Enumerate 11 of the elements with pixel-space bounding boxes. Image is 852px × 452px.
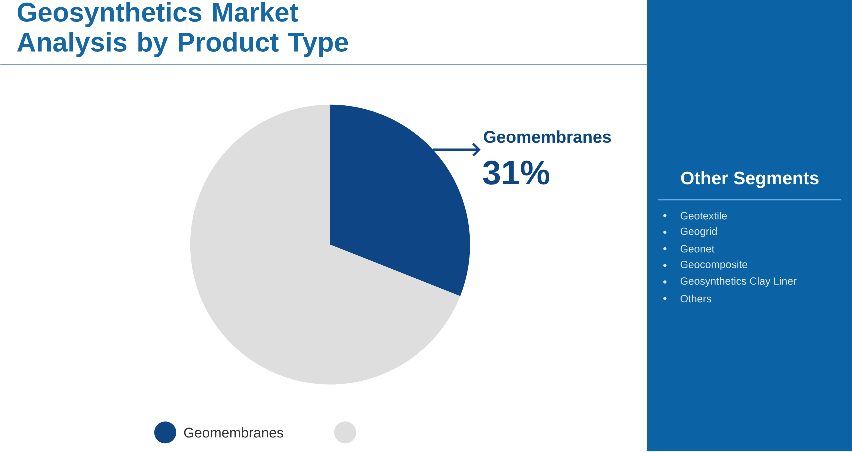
- legend-label: Geomembranes: [184, 428, 284, 438]
- text: Geosynthetics Clay Liner: [680, 277, 797, 288]
- text: Others: [680, 295, 712, 303]
- text: Other Segments: [681, 172, 819, 188]
- data-label: 31%: [483, 160, 550, 186]
- text: Geonet: [680, 245, 715, 253]
- text: Geotextile: [680, 212, 728, 220]
- chart-title: Geosynthetics Market Analysis by Product Type: [17, 2, 348, 58]
- text: Geogrid: [680, 228, 717, 238]
- slice-label: Geomembranes: [484, 130, 612, 144]
- text: Geocomposite: [680, 260, 748, 271]
